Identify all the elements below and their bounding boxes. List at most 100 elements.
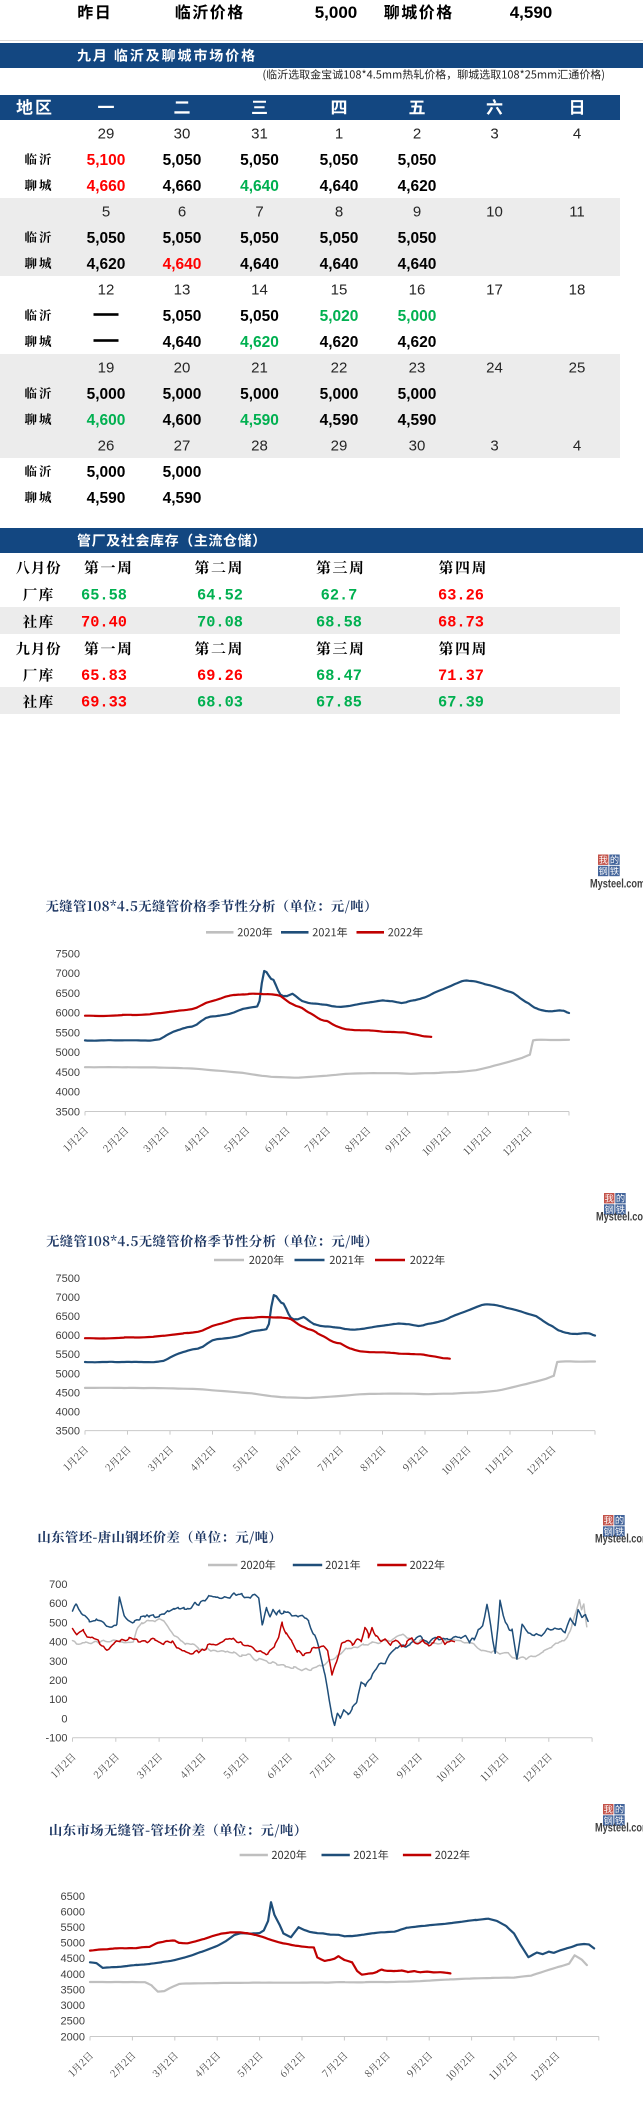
svg-text:4,600: 4,600 (87, 412, 126, 429)
svg-text:5,050: 5,050 (240, 230, 279, 247)
svg-text:4,640: 4,640 (320, 256, 359, 273)
svg-text:3500: 3500 (61, 1984, 85, 1996)
svg-text:2500: 2500 (61, 2016, 85, 2028)
svg-text:18: 18 (569, 282, 586, 299)
svg-text:5,000: 5,000 (87, 464, 126, 481)
svg-text:4,640: 4,640 (398, 256, 437, 273)
svg-text:5,050: 5,050 (87, 230, 126, 247)
svg-text:4,620: 4,620 (240, 334, 279, 351)
svg-text:5500: 5500 (56, 1027, 80, 1039)
svg-text:5,050: 5,050 (163, 230, 202, 247)
svg-text:6500: 6500 (61, 1891, 85, 1903)
svg-text:4,660: 4,660 (163, 178, 202, 195)
svg-text:Mysteel.com: Mysteel.com (590, 877, 643, 890)
svg-text:300: 300 (49, 1656, 67, 1668)
svg-text:19: 19 (98, 360, 115, 377)
svg-text:5500: 5500 (56, 1349, 80, 1361)
svg-text:4,600: 4,600 (163, 412, 202, 429)
svg-text:4000: 4000 (56, 1087, 80, 1099)
svg-text:700: 700 (49, 1579, 67, 1591)
svg-text:Mysteel.com: Mysteel.com (595, 1532, 643, 1545)
svg-text:4500: 4500 (56, 1067, 80, 1079)
svg-text:4000: 4000 (56, 1406, 80, 1418)
svg-text:5000: 5000 (56, 1047, 80, 1059)
svg-text:5,000: 5,000 (315, 3, 358, 22)
svg-text:20: 20 (174, 360, 191, 377)
svg-text:71.37: 71.37 (438, 667, 484, 685)
svg-text:31: 31 (251, 126, 268, 143)
svg-text:4,590: 4,590 (398, 412, 437, 429)
svg-text:15: 15 (331, 282, 348, 299)
svg-text:4: 4 (573, 126, 581, 143)
svg-text:67.85: 67.85 (316, 694, 362, 712)
svg-text:30: 30 (409, 438, 426, 455)
svg-text:6000: 6000 (56, 1330, 80, 1342)
svg-text:4,640: 4,640 (320, 178, 359, 195)
svg-text:29: 29 (98, 126, 115, 143)
svg-text:69.26: 69.26 (197, 667, 243, 685)
svg-text:25: 25 (569, 360, 586, 377)
svg-text:14: 14 (251, 282, 268, 299)
svg-text:23: 23 (409, 360, 426, 377)
svg-text:5,000: 5,000 (163, 386, 202, 403)
svg-text:200: 200 (49, 1675, 67, 1687)
svg-text:500: 500 (49, 1617, 67, 1629)
svg-text:70.40: 70.40 (81, 614, 127, 632)
svg-text:5,000: 5,000 (87, 386, 126, 403)
svg-text:7500: 7500 (56, 948, 80, 960)
svg-text:5,000: 5,000 (240, 386, 279, 403)
svg-text:21: 21 (251, 360, 268, 377)
svg-text:4,590: 4,590 (163, 490, 202, 507)
svg-text:63.26: 63.26 (438, 587, 484, 605)
svg-text:7: 7 (255, 204, 263, 221)
svg-text:5,050: 5,050 (398, 230, 437, 247)
svg-text:7500: 7500 (56, 1273, 80, 1285)
svg-text:8: 8 (335, 204, 343, 221)
svg-text:22: 22 (331, 360, 348, 377)
svg-text:4,660: 4,660 (87, 178, 126, 195)
svg-text:3000: 3000 (61, 2000, 85, 2012)
svg-text:10: 10 (486, 204, 503, 221)
svg-text:3: 3 (490, 126, 498, 143)
svg-text:6: 6 (178, 204, 186, 221)
svg-text:5,050: 5,050 (398, 152, 437, 169)
svg-text:4,590: 4,590 (87, 490, 126, 507)
svg-text:65.58: 65.58 (81, 587, 127, 605)
svg-text:7000: 7000 (56, 968, 80, 980)
svg-text:4500: 4500 (56, 1387, 80, 1399)
svg-text:9: 9 (413, 204, 421, 221)
svg-text:68.03: 68.03 (197, 694, 243, 712)
svg-text:24: 24 (486, 360, 503, 377)
svg-text:100: 100 (49, 1694, 67, 1706)
svg-text:12: 12 (98, 282, 115, 299)
svg-text:4,620: 4,620 (320, 334, 359, 351)
svg-text:5,050: 5,050 (320, 152, 359, 169)
svg-text:5,000: 5,000 (320, 386, 359, 403)
svg-text:5,050: 5,050 (320, 230, 359, 247)
svg-text:3500: 3500 (56, 1106, 80, 1118)
svg-text:5000: 5000 (61, 1938, 85, 1950)
svg-text:Mysteel.com: Mysteel.com (596, 1211, 643, 1224)
svg-text:26: 26 (98, 438, 115, 455)
svg-text:11: 11 (569, 204, 585, 221)
svg-text:4000: 4000 (61, 1969, 85, 1981)
svg-text:5,050: 5,050 (163, 152, 202, 169)
svg-text:5,000: 5,000 (398, 386, 437, 403)
svg-text:-100: -100 (45, 1733, 67, 1745)
svg-text:4,590: 4,590 (510, 3, 553, 22)
svg-text:Mysteel.com: Mysteel.com (595, 1821, 643, 1834)
svg-text:5,050: 5,050 (240, 308, 279, 325)
svg-text:4,590: 4,590 (320, 412, 359, 429)
svg-text:4,620: 4,620 (87, 256, 126, 273)
svg-text:5,000: 5,000 (163, 464, 202, 481)
svg-text:5: 5 (102, 204, 110, 221)
svg-text:70.08: 70.08 (197, 614, 243, 632)
svg-text:16: 16 (409, 282, 426, 299)
svg-text:600: 600 (49, 1598, 67, 1610)
svg-text:29: 29 (331, 438, 348, 455)
svg-text:69.33: 69.33 (81, 694, 127, 712)
svg-text:3500: 3500 (56, 1425, 80, 1437)
svg-text:4,640: 4,640 (163, 256, 202, 273)
svg-text:5,000: 5,000 (398, 308, 437, 325)
svg-text:6000: 6000 (56, 1008, 80, 1020)
